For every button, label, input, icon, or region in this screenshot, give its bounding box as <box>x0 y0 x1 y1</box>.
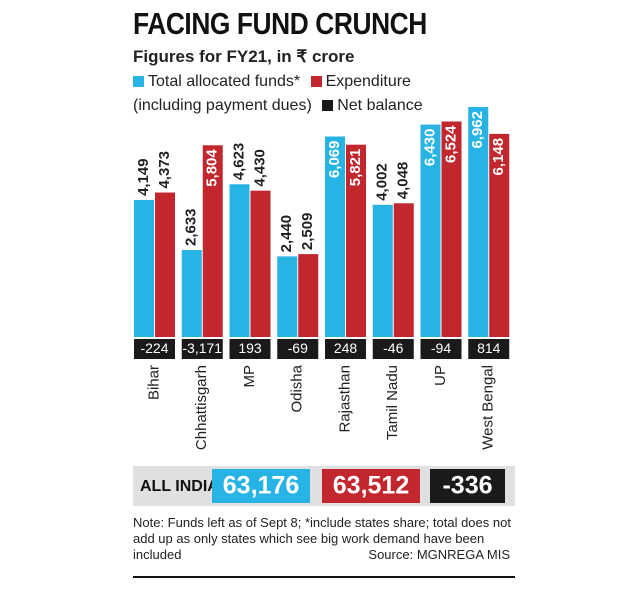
legend-item: Net balance <box>322 97 423 114</box>
total-box <box>430 469 505 503</box>
value-label: 2,440 <box>278 215 295 253</box>
legend-label: Expenditure (including payment dues) <box>133 73 411 114</box>
net-balance-box <box>420 339 462 359</box>
net-balance-box <box>372 339 414 359</box>
total-box <box>322 469 420 503</box>
legend: Total allocated funds* Expenditure (incl… <box>133 70 433 118</box>
net-balance-box <box>277 339 319 359</box>
net-balance-box <box>325 339 366 359</box>
bar <box>346 144 366 337</box>
net-balance-label: -224 <box>140 340 168 356</box>
x-tick-label: MP <box>241 365 258 388</box>
value-label: 5,821 <box>347 149 364 187</box>
bar <box>372 204 393 337</box>
total-value: -336 <box>442 472 492 500</box>
value-label: 4,149 <box>135 158 152 196</box>
value-label: 4,048 <box>395 162 412 200</box>
chart-subtitle: Figures for FY21, in ₹ crore <box>133 47 355 66</box>
legend-label: Net balance <box>337 97 423 114</box>
net-balance-box <box>229 339 271 359</box>
x-tick-label: Rajasthan <box>336 365 353 433</box>
value-label: 6,148 <box>490 138 507 176</box>
x-tick-label: West Bengal <box>480 365 497 450</box>
value-label: 2,633 <box>183 208 200 246</box>
bar <box>393 203 414 337</box>
legend-swatch <box>322 100 334 111</box>
source: Source: MGNREGA MIS <box>368 547 510 562</box>
bar <box>441 121 462 338</box>
legend-item: Expenditure (including payment dues) <box>133 73 411 114</box>
bar <box>155 192 175 337</box>
net-balance-box <box>181 339 223 359</box>
value-label: 4,430 <box>251 149 268 187</box>
bar <box>277 256 298 337</box>
bar <box>134 199 154 337</box>
bar <box>229 184 250 337</box>
x-tick-label: Bihar <box>145 365 162 400</box>
total-value: 63,176 <box>223 472 299 500</box>
value-label: 6,069 <box>326 141 343 179</box>
x-tick-label: Chhattisgarh <box>193 365 210 450</box>
x-tick-label: UP <box>432 365 449 386</box>
bar <box>250 190 271 337</box>
legend-item: Total allocated funds* <box>133 73 300 90</box>
bar <box>468 107 489 337</box>
net-balance-box <box>134 339 175 359</box>
value-label: 2,509 <box>299 213 316 251</box>
net-balance-label: -46 <box>383 340 403 356</box>
legend-swatch <box>133 76 144 87</box>
x-tick-label: Odisha <box>289 364 306 412</box>
value-label: 4,623 <box>230 143 247 181</box>
legend-swatch <box>310 76 322 87</box>
net-balance-label: 814 <box>477 340 501 356</box>
bar <box>298 254 319 337</box>
legend-label: Total allocated funds* <box>148 73 301 90</box>
total-value: 63,512 <box>333 472 409 500</box>
total-box <box>212 469 310 503</box>
net-balance-label: 248 <box>334 340 358 356</box>
net-balance-box <box>468 339 510 359</box>
note: Note: Funds left as of Sept 8; *include … <box>133 515 511 562</box>
net-balance-label: -3,171 <box>182 340 222 356</box>
total-label: ALL INDIA <box>140 478 219 495</box>
chart-title: FACING FUND CRUNCH <box>133 6 427 41</box>
x-tick-label: Tamil Nadu <box>384 365 401 440</box>
bar <box>489 133 510 337</box>
bar <box>325 136 345 337</box>
bar <box>202 145 223 337</box>
value-label: 6,962 <box>469 111 486 149</box>
bar <box>420 124 441 337</box>
net-balance-label: -94 <box>431 340 451 356</box>
net-balance-label: -69 <box>288 340 308 356</box>
bar <box>181 250 202 337</box>
net-balance-label: 193 <box>238 340 262 356</box>
value-label: 5,804 <box>204 149 221 187</box>
value-label: 4,002 <box>374 163 391 201</box>
value-label: 6,524 <box>442 125 459 163</box>
value-label: 6,430 <box>421 129 438 167</box>
value-label: 4,373 <box>156 151 173 189</box>
